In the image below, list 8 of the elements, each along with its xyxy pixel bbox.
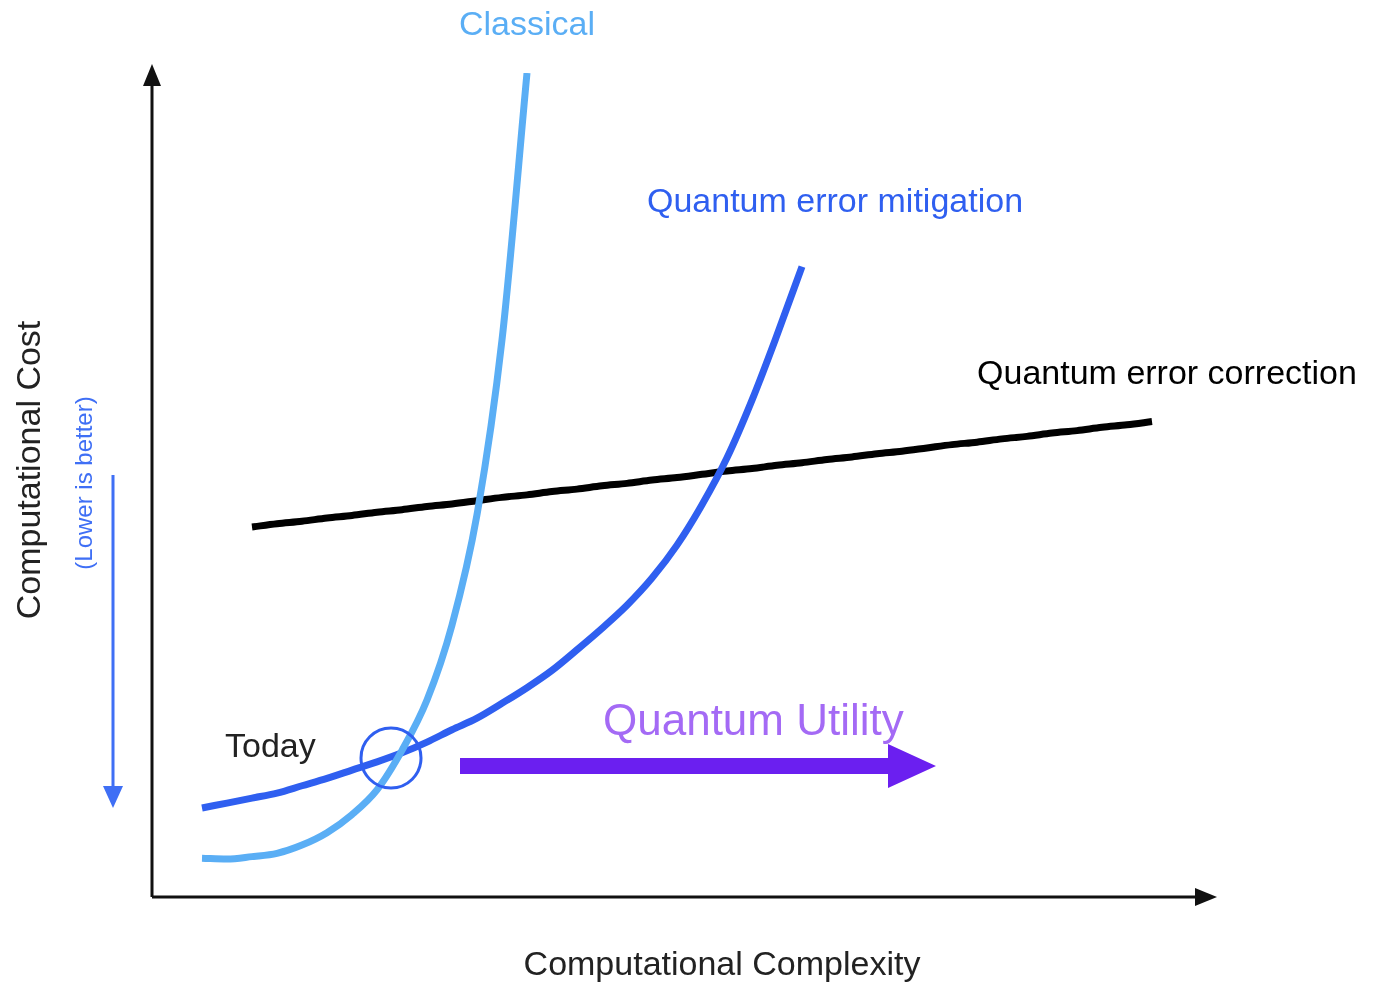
series-label: Classical (458, 4, 596, 42)
series-label: Quantum error correction (977, 352, 1357, 391)
annotation: Quantum Utility (603, 695, 904, 744)
text: (Lower is better) (70, 396, 97, 570)
text: Quantum error mitigation (647, 180, 1024, 219)
annotation: Today (225, 726, 316, 764)
x-axis-title: Computational Complexity (523, 944, 921, 982)
y-axis-title: Computational Cost (9, 320, 47, 620)
